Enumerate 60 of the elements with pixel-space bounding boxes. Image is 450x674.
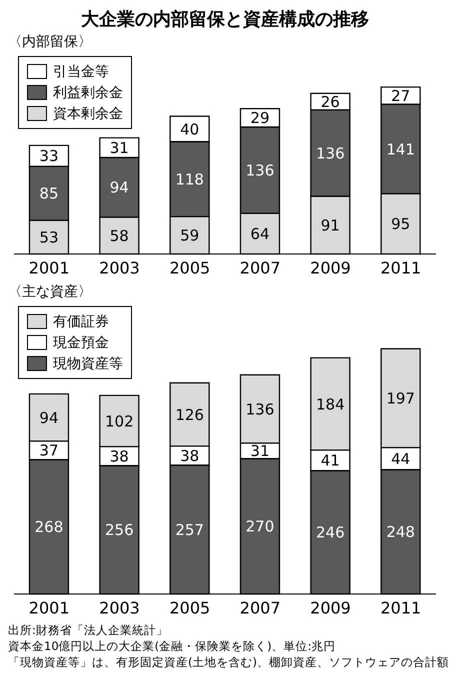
data-label: 268 xyxy=(34,518,64,536)
chart-title: 大企業の内部留保と資産構成の推移 xyxy=(80,8,370,32)
data-label: 59 xyxy=(180,226,200,245)
x-tick-label: 2011 xyxy=(380,258,422,278)
data-label: 94 xyxy=(39,408,59,427)
data-label: 58 xyxy=(110,226,129,245)
chart-subtitle: 〈内部留保〉 xyxy=(8,33,93,52)
text: 出所:財務省「法人企業統計」 xyxy=(8,622,169,638)
data-label: 38 xyxy=(110,447,129,466)
data-label: 40 xyxy=(180,120,200,138)
chart-subtitle: 〈主な資産〉 xyxy=(8,283,93,302)
x-tick-label: 2009 xyxy=(310,258,351,278)
data-label: 85 xyxy=(39,184,59,203)
data-label: 118 xyxy=(175,170,204,188)
data-label: 136 xyxy=(246,162,274,180)
text: 資本金10億円以上の大企業(金融・保険業を除く)、単位:兆円 xyxy=(8,638,336,654)
data-label: 26 xyxy=(320,92,340,111)
x-tick-label: 2003 xyxy=(99,598,140,618)
text: 「現物資産等」は、有形固定資産(土地を含む)、棚卸資産、ソフトウェアの合計額 xyxy=(8,654,449,670)
data-label: 27 xyxy=(391,86,410,105)
x-tick-label: 2001 xyxy=(28,258,70,278)
data-label: 102 xyxy=(104,412,134,430)
data-label: 29 xyxy=(250,109,270,128)
data-label: 94 xyxy=(110,178,129,197)
data-label: 37 xyxy=(39,442,59,460)
data-label: 246 xyxy=(316,524,345,542)
data-label: 95 xyxy=(391,215,410,234)
data-label: 31 xyxy=(110,138,129,157)
x-tick-label: 2009 xyxy=(310,598,351,618)
x-tick-label: 2007 xyxy=(240,598,281,618)
data-label: 126 xyxy=(175,406,204,424)
data-label: 257 xyxy=(175,520,204,539)
legend-label: 現物資産等 xyxy=(53,354,123,372)
data-label: 248 xyxy=(386,523,415,542)
x-tick-label: 2005 xyxy=(169,598,210,618)
x-tick-label: 2005 xyxy=(169,258,210,278)
data-label: 38 xyxy=(180,446,200,465)
legend-label: 有価証券 xyxy=(53,312,109,330)
x-tick-label: 2007 xyxy=(240,258,281,278)
x-tick-label: 2011 xyxy=(380,598,422,618)
data-label: 270 xyxy=(246,518,274,536)
data-label: 184 xyxy=(316,395,345,414)
data-label: 44 xyxy=(391,450,410,468)
data-label: 64 xyxy=(250,225,270,244)
data-label: 33 xyxy=(39,147,59,166)
data-label: 141 xyxy=(386,140,415,158)
x-tick-label: 2001 xyxy=(28,598,70,618)
x-tick-label: 2003 xyxy=(99,258,140,278)
data-label: 41 xyxy=(320,452,340,470)
legend-label: 引当金等 xyxy=(53,62,109,80)
data-label: 53 xyxy=(39,228,59,246)
data-label: 91 xyxy=(320,216,340,234)
data-label: 136 xyxy=(316,144,345,162)
data-label: 256 xyxy=(104,521,134,540)
data-label: 197 xyxy=(386,390,415,408)
legend-label: 利益剰余金 xyxy=(53,84,123,102)
legend-label: 現金預金 xyxy=(53,334,109,352)
legend-label: 資本剰余金 xyxy=(53,104,123,122)
data-label: 136 xyxy=(246,400,274,418)
data-label: 31 xyxy=(250,442,270,460)
